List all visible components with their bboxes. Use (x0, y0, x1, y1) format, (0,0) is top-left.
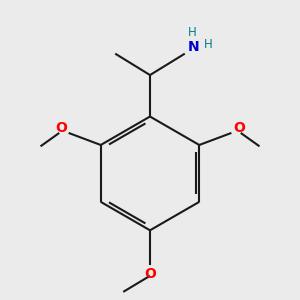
Text: O: O (233, 121, 245, 135)
Text: H: H (204, 38, 213, 51)
Text: H: H (188, 26, 197, 39)
Text: N: N (188, 40, 199, 54)
Text: O: O (55, 121, 67, 135)
Text: O: O (144, 267, 156, 281)
